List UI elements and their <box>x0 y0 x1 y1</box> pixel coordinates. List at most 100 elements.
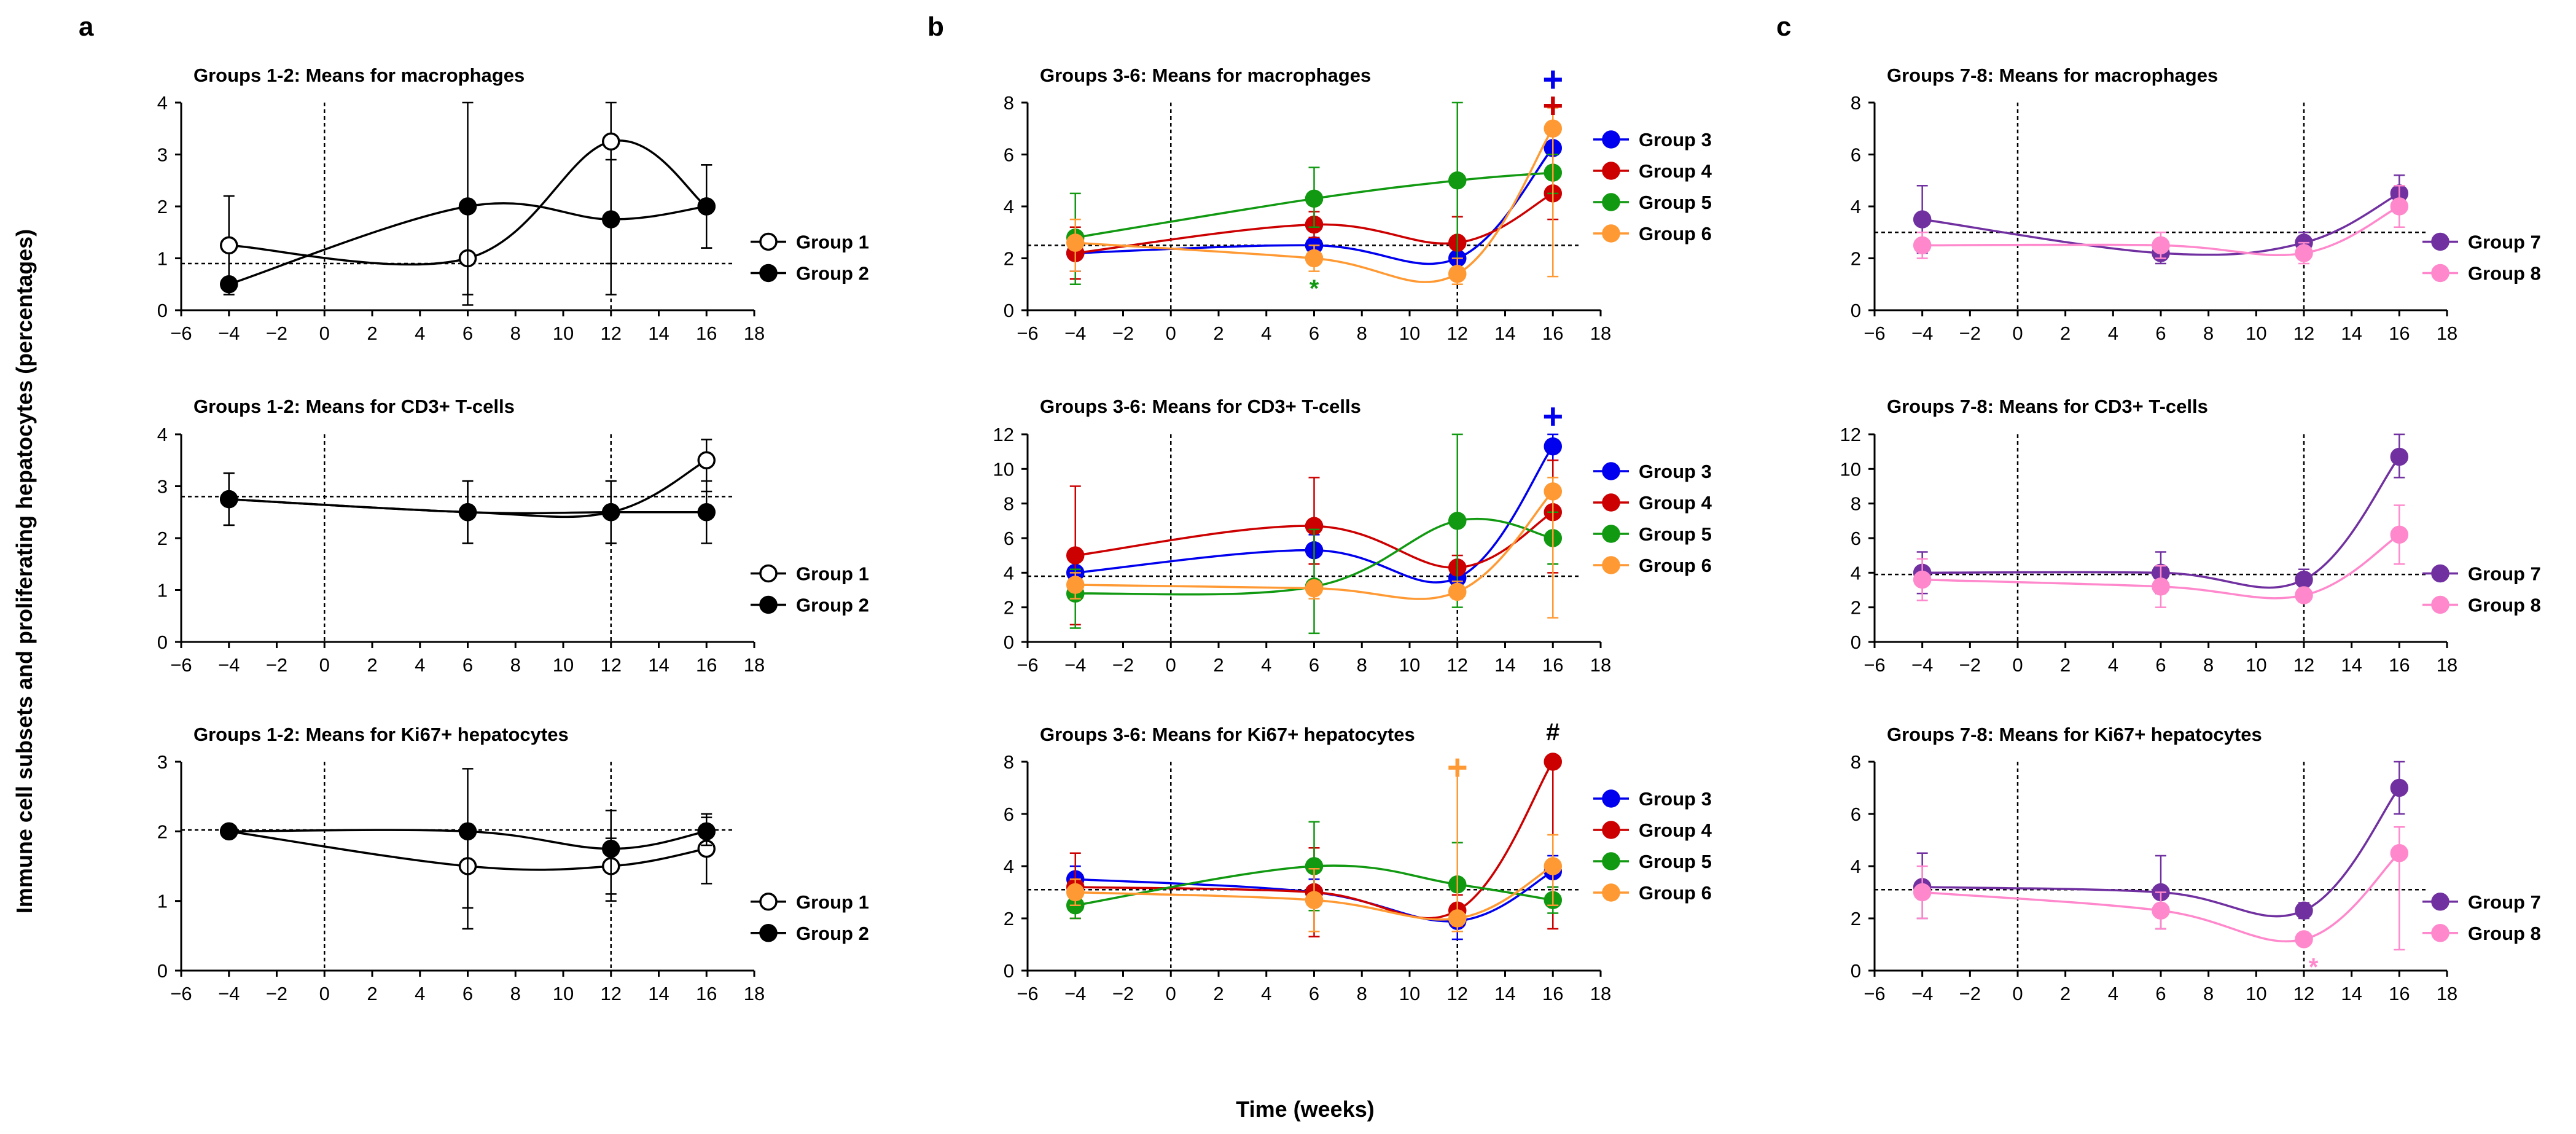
series-group-6 <box>1066 477 1562 619</box>
legend-label: Group 8 <box>2468 262 2541 284</box>
y-tick-label: 4 <box>1851 856 1861 877</box>
legend-label: Group 4 <box>1639 160 1712 182</box>
series-line <box>1075 761 1554 920</box>
legend-label: Group 5 <box>1639 523 1712 545</box>
y-tick-label: 12 <box>1840 424 1861 445</box>
x-tick-label: 12 <box>2293 323 2314 344</box>
data-point <box>2152 901 2170 920</box>
legend-label: Group 1 <box>796 563 869 584</box>
x-tick-label: 14 <box>2341 323 2362 344</box>
y-tick-label: 6 <box>1004 528 1014 549</box>
data-point <box>2295 901 2313 920</box>
x-tick-label: 18 <box>2437 983 2457 1004</box>
x-tick-label: 0 <box>319 323 330 344</box>
legend-marker <box>1602 462 1620 480</box>
x-tick-label: −6 <box>170 323 192 344</box>
x-tick-label: 8 <box>510 654 521 676</box>
y-tick-label: 6 <box>1004 804 1014 825</box>
chart-9: Groups 7-8: Means for Ki67+ hepatocytes 0… <box>1851 724 2541 1004</box>
data-point <box>697 822 716 841</box>
x-tick-label: 6 <box>1309 983 1319 1004</box>
y-tick-label: 1 <box>157 580 168 601</box>
series-group-6 <box>1066 766 1562 933</box>
x-tick-label: 2 <box>367 983 377 1004</box>
x-tick-label: 4 <box>415 323 425 344</box>
series-line <box>1922 787 2400 918</box>
x-tick-label: 16 <box>2389 983 2410 1004</box>
y-tick-label: 8 <box>1851 493 1861 515</box>
chart-title: Groups 7-8: Means for Ki67+ hepatocytes <box>1887 724 2262 745</box>
x-tick-label: 0 <box>2012 654 2023 676</box>
x-tick-label: −2 <box>1959 983 1981 1004</box>
data-point <box>697 197 716 216</box>
y-tick-label: 4 <box>1004 856 1014 877</box>
data-point <box>2295 930 2313 948</box>
series-group-8 <box>1913 826 2409 951</box>
x-tick-label: −6 <box>1864 983 1885 1004</box>
x-tick-label: 4 <box>1261 654 1271 676</box>
x-tick-label: −2 <box>1959 654 1981 676</box>
x-tick-label: 10 <box>553 654 574 676</box>
x-tick-label: 18 <box>2437 654 2457 676</box>
legend-label: Group 1 <box>796 231 869 252</box>
x-tick-label: 10 <box>2246 983 2266 1004</box>
series-line <box>1922 205 2400 257</box>
x-tick-label: −2 <box>1112 323 1134 344</box>
data-point <box>1544 119 1562 138</box>
legend-marker <box>759 564 778 583</box>
y-tick-label: 2 <box>157 528 168 549</box>
legend-marker <box>1602 493 1620 512</box>
data-point <box>1448 582 1467 601</box>
x-tick-label: 16 <box>1542 983 1563 1004</box>
x-tick-label: 2 <box>1213 983 1224 1004</box>
data-point <box>1066 883 1085 902</box>
legend-marker <box>2431 264 2449 283</box>
x-tick-label: 0 <box>2012 983 2023 1004</box>
x-tick-label: 4 <box>2108 654 2118 676</box>
data-point <box>2390 525 2409 544</box>
x-tick-label: 4 <box>2108 983 2118 1004</box>
x-tick-label: −6 <box>170 654 192 676</box>
x-tick-label: 2 <box>1213 323 1224 344</box>
chart-4: Groups 3-6: Means for macrophages 0 2 4 6 8 −6… <box>1004 60 1712 344</box>
y-tick-label: 6 <box>1851 144 1861 166</box>
x-tick-label: −6 <box>1017 323 1038 344</box>
data-point <box>1544 857 1562 875</box>
x-tick-label: 8 <box>2203 983 2214 1004</box>
x-tick-label: 16 <box>2389 323 2410 344</box>
legend-label: Group 2 <box>796 923 869 944</box>
legend-label: Group 1 <box>796 891 869 913</box>
x-tick-label: 0 <box>1166 983 1176 1004</box>
legend-marker <box>2431 232 2449 251</box>
data-point <box>1913 570 1932 589</box>
chart-3: Groups 1-2: Means for Ki67+ hepatocytes 0… <box>157 724 869 1004</box>
y-tick-label: 6 <box>1851 804 1861 825</box>
data-point <box>1305 189 1324 208</box>
x-tick-label: −2 <box>266 983 287 1004</box>
series-group-2 <box>220 101 716 295</box>
x-tick-label: 4 <box>415 654 425 676</box>
legend-label: Group 3 <box>1639 129 1712 151</box>
data-point <box>458 503 477 522</box>
data-point <box>220 236 238 255</box>
legend-label: Group 5 <box>1639 192 1712 213</box>
x-tick-label: 0 <box>2012 323 2023 344</box>
data-point <box>2390 778 2409 797</box>
x-tick-label: 16 <box>696 983 717 1004</box>
x-tick-label: 12 <box>601 654 622 676</box>
data-point <box>1066 233 1085 252</box>
chart-5: Groups 3-6: Means for CD3+ T-cells 0 2 4 6 8 1… <box>993 396 1712 676</box>
series-line <box>1075 171 1553 239</box>
x-tick-label: 0 <box>1166 323 1176 344</box>
data-point <box>220 490 238 509</box>
x-tick-label: 12 <box>1447 323 1468 344</box>
data-point <box>1544 437 1562 456</box>
data-point <box>2390 844 2409 862</box>
x-tick-label: 14 <box>2341 983 2362 1004</box>
legend-label: Group 5 <box>1639 851 1712 872</box>
panel-letter-b: b <box>927 12 944 42</box>
legend-label: Group 6 <box>1639 882 1712 904</box>
significance-marker: * <box>1309 275 1319 302</box>
x-tick-label: −4 <box>1064 983 1086 1004</box>
series-line <box>1922 533 2400 600</box>
